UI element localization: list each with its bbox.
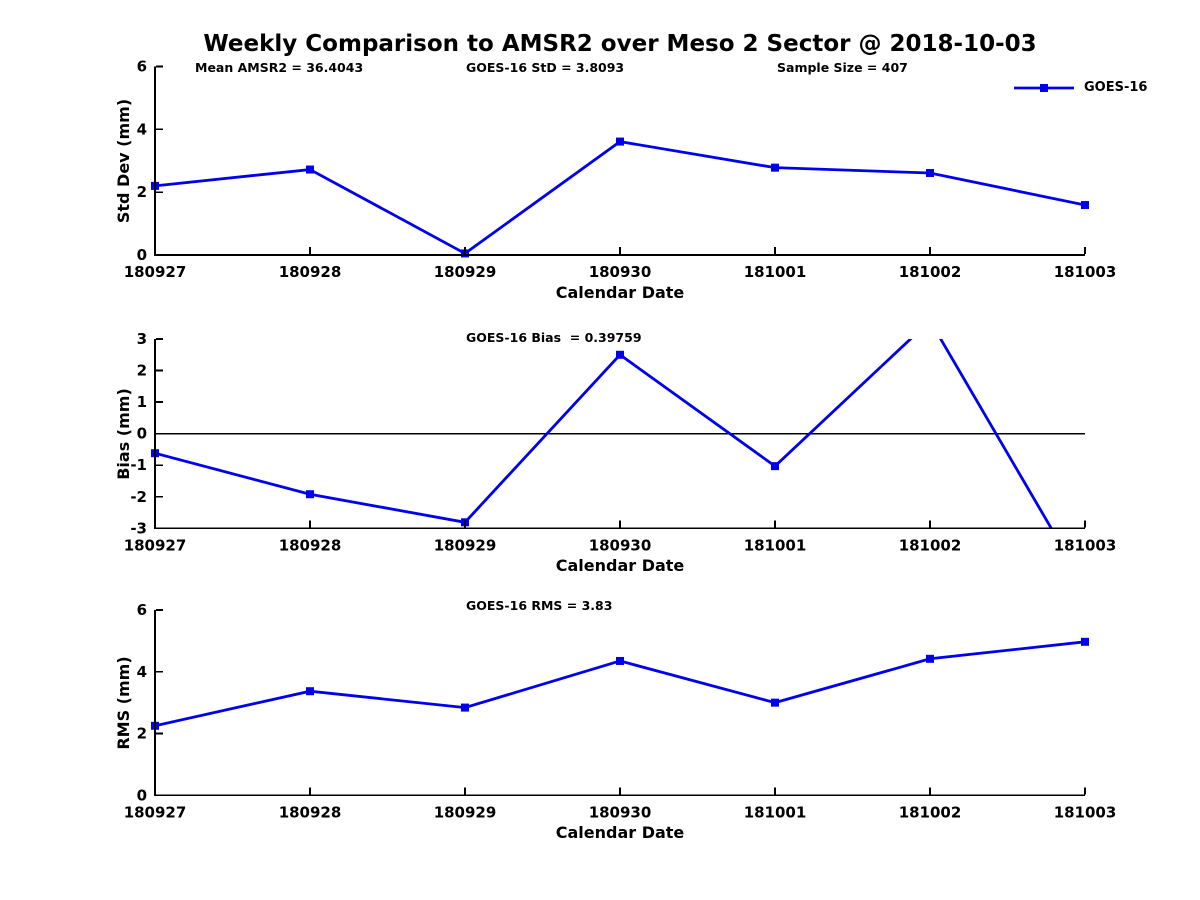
x-tick-label: 180929 bbox=[434, 536, 497, 554]
x-tick-label: 180928 bbox=[279, 803, 342, 821]
subplot-0: 0 2 4 6 180927 180928 180929 180930 181001 181002… bbox=[124, 58, 1117, 282]
x-tick-label: 180928 bbox=[279, 263, 342, 281]
bias-subplot-title: GOES-16 Bias = 0.39759 bbox=[466, 330, 642, 345]
x-tick-label: 181001 bbox=[744, 263, 807, 281]
data-marker bbox=[926, 169, 934, 178]
xlabel-calendar-date-bottom: Calendar Date bbox=[555, 823, 685, 842]
legend: GOES-16 bbox=[1013, 80, 1147, 95]
data-marker bbox=[926, 654, 934, 663]
x-tick-label: 181001 bbox=[744, 536, 807, 554]
axis-lines bbox=[154, 339, 1085, 530]
data-marker bbox=[616, 656, 624, 665]
x-tick-label: 180927 bbox=[124, 263, 187, 281]
x-tick-label: 181002 bbox=[899, 536, 962, 554]
y-tick-label: 0 bbox=[137, 425, 147, 443]
data-marker bbox=[771, 163, 779, 172]
data-marker bbox=[306, 165, 314, 174]
x-tick-label: 181003 bbox=[1054, 536, 1117, 554]
x-tick-label: 180930 bbox=[589, 803, 652, 821]
y-tick-label: -2 bbox=[130, 488, 147, 506]
subplot-2: 0 2 4 6 180927 180928 180929 180930 181001 181002… bbox=[124, 601, 1117, 821]
subplot-1: -3 -2 -1 0 1 2 3 180927 180928 180929 180930 181001… bbox=[124, 330, 1117, 554]
x-tick-label: 181001 bbox=[744, 803, 807, 821]
data-marker bbox=[616, 137, 624, 146]
x-tick-label: 180930 bbox=[589, 263, 652, 281]
x-tick-label: 180927 bbox=[124, 536, 187, 554]
data-line-goes-16 bbox=[155, 640, 1085, 728]
legend-line-icon bbox=[1014, 83, 1074, 92]
ylabel-std-dev: Std Dev (mm) bbox=[114, 98, 133, 224]
legend-label: GOES-16 bbox=[1084, 80, 1148, 95]
data-marker bbox=[306, 687, 314, 696]
x-tick-label: 180929 bbox=[434, 263, 497, 281]
y-tick-label: 2 bbox=[137, 725, 147, 743]
y-tick-label: 0 bbox=[137, 246, 147, 264]
y-tick-label: 2 bbox=[137, 362, 147, 380]
axis-lines bbox=[154, 610, 1085, 797]
data-marker bbox=[616, 350, 624, 359]
data-line-goes-16 bbox=[155, 140, 1085, 255]
axis-lines bbox=[154, 66, 1085, 256]
page-title: Weekly Comparison to AMSR2 over Meso 2 S… bbox=[203, 31, 1037, 57]
x-tick-label: 181003 bbox=[1054, 263, 1117, 281]
x-tick-label: 180930 bbox=[589, 536, 652, 554]
y-tick-label: 0 bbox=[137, 786, 147, 804]
y-tick-label: 4 bbox=[137, 120, 147, 138]
xlabel-calendar-date-middle: Calendar Date bbox=[555, 556, 685, 575]
y-tick-label: 2 bbox=[137, 183, 147, 201]
data-marker bbox=[1081, 201, 1089, 210]
x-tick-label: 181002 bbox=[899, 803, 962, 821]
data-marker bbox=[461, 703, 469, 712]
rms-subplot-title: GOES-16 RMS = 3.83 bbox=[466, 598, 613, 613]
data-marker bbox=[771, 698, 779, 707]
data-marker bbox=[771, 462, 779, 471]
y-tick-label: 4 bbox=[137, 663, 147, 681]
x-tick-label: 180929 bbox=[434, 803, 497, 821]
annotation-sample-size: Sample Size = 407 bbox=[777, 60, 908, 75]
xlabel-calendar-date-top: Calendar Date bbox=[555, 283, 685, 302]
y-tick-label: 6 bbox=[137, 601, 147, 619]
ylabel-bias: Bias (mm) bbox=[114, 388, 133, 480]
ylabel-rms: RMS (mm) bbox=[114, 656, 133, 750]
annotation-mean-amsr2: Mean AMSR2 = 36.4043 bbox=[195, 60, 364, 75]
y-tick-label: 3 bbox=[137, 330, 147, 348]
x-tick-label: 181002 bbox=[899, 263, 962, 281]
annotation-goes16-std: GOES-16 StD = 3.8093 bbox=[466, 60, 625, 75]
y-tick-label: -1 bbox=[130, 456, 147, 474]
y-tick-label: -3 bbox=[130, 519, 147, 537]
data-marker bbox=[306, 490, 314, 499]
y-tick-label: 6 bbox=[137, 58, 147, 76]
data-marker bbox=[1081, 637, 1089, 646]
x-tick-label: 180928 bbox=[279, 536, 342, 554]
x-tick-label: 181003 bbox=[1054, 803, 1117, 821]
y-tick-label: 1 bbox=[137, 393, 147, 411]
x-tick-label: 180927 bbox=[124, 803, 187, 821]
